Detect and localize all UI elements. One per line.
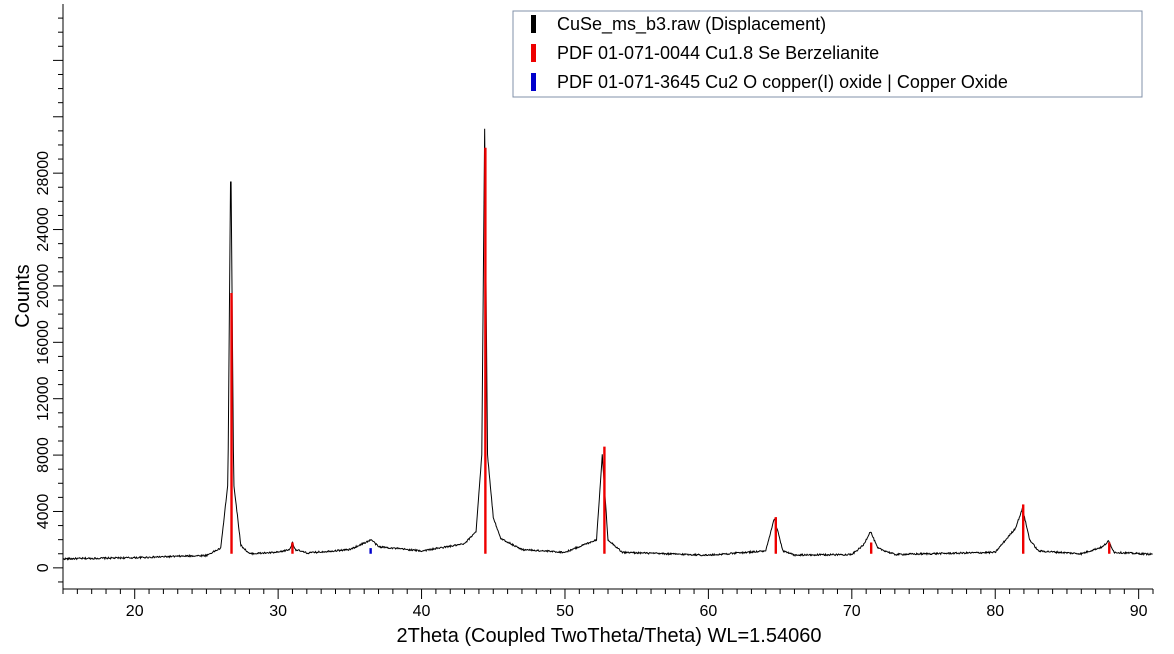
legend-entry-label: CuSe_ms_b3.raw (Displacement) [557,14,826,35]
x-tick-label: 70 [843,603,861,620]
x-axis-label: 2Theta (Coupled TwoTheta/Theta) WL=1.540… [397,625,822,647]
y-tick-label: 4000 [35,494,52,530]
data-series-line [62,128,1153,561]
legend-swatch [531,44,536,62]
x-tick-label: 40 [413,603,431,620]
legend-entry-label: PDF 01-071-3645 Cu2 O copper(I) oxide | … [557,72,1008,92]
legend-swatch [531,73,536,91]
y-tick-label: 0 [35,563,52,572]
y-tick-label: 28000 [35,151,52,196]
y-tick-label: 8000 [35,437,52,473]
y-axis-label: Counts [12,264,34,327]
x-tick-label: 60 [699,603,717,620]
y-tick-label: 24000 [35,207,52,252]
legend-entry-label: PDF 01-071-0044 Cu1.8 Se Berzelianite [557,43,879,63]
legend-swatch [531,15,536,33]
x-tick-label: 90 [1130,603,1148,620]
axes: 20 30 40 50 60 70 80 90 0 4000 8000 12000 16000 20000… [35,4,1154,620]
x-tick-label: 80 [986,603,1004,620]
plot-area [62,128,1153,561]
x-tick-label: 20 [126,603,144,620]
y-tick-label: 16000 [35,320,52,365]
x-tick-label: 50 [556,603,574,620]
y-tick-label: 20000 [35,264,52,309]
y-tick-label: 12000 [35,376,52,421]
x-tick-label: 30 [269,603,287,620]
legend-box [512,10,1143,98]
legend: CuSe_ms_b3.raw (Displacement) PDF 01-071-… [512,10,1143,98]
